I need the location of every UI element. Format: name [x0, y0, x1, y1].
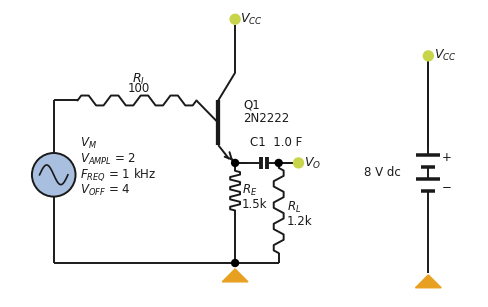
Text: 2N2222: 2N2222	[243, 112, 289, 125]
Polygon shape	[222, 269, 247, 282]
Text: 100: 100	[127, 82, 150, 95]
Text: $R_E$: $R_E$	[242, 183, 257, 198]
Polygon shape	[415, 275, 440, 288]
Text: $R_I$: $R_I$	[132, 72, 145, 87]
Text: $V_O$: $V_O$	[304, 156, 321, 171]
Circle shape	[423, 51, 432, 61]
Circle shape	[293, 158, 303, 168]
Circle shape	[32, 153, 75, 196]
Circle shape	[230, 14, 240, 24]
Text: 1.5k: 1.5k	[242, 198, 267, 211]
Text: C1  1.0 F: C1 1.0 F	[249, 136, 301, 149]
Text: $V_{AMPL}$ = 2: $V_{AMPL}$ = 2	[81, 151, 137, 166]
Text: 1.2k: 1.2k	[286, 215, 312, 228]
Text: $V_{CC}$: $V_{CC}$	[240, 12, 262, 27]
Circle shape	[275, 159, 282, 166]
Text: $V_{CC}$: $V_{CC}$	[433, 48, 456, 64]
Text: 8 V dc: 8 V dc	[363, 166, 400, 179]
Circle shape	[231, 259, 238, 266]
Text: −: −	[441, 181, 451, 194]
Text: $V_{OFF}$ = 4: $V_{OFF}$ = 4	[81, 183, 131, 198]
Circle shape	[231, 159, 238, 166]
Text: Q1: Q1	[243, 99, 259, 112]
Text: $F_{REQ}$ = 1 kHz: $F_{REQ}$ = 1 kHz	[81, 166, 157, 183]
Text: $R_L$: $R_L$	[286, 200, 300, 215]
Text: +: +	[441, 151, 451, 165]
Text: $V_M$: $V_M$	[81, 136, 97, 151]
